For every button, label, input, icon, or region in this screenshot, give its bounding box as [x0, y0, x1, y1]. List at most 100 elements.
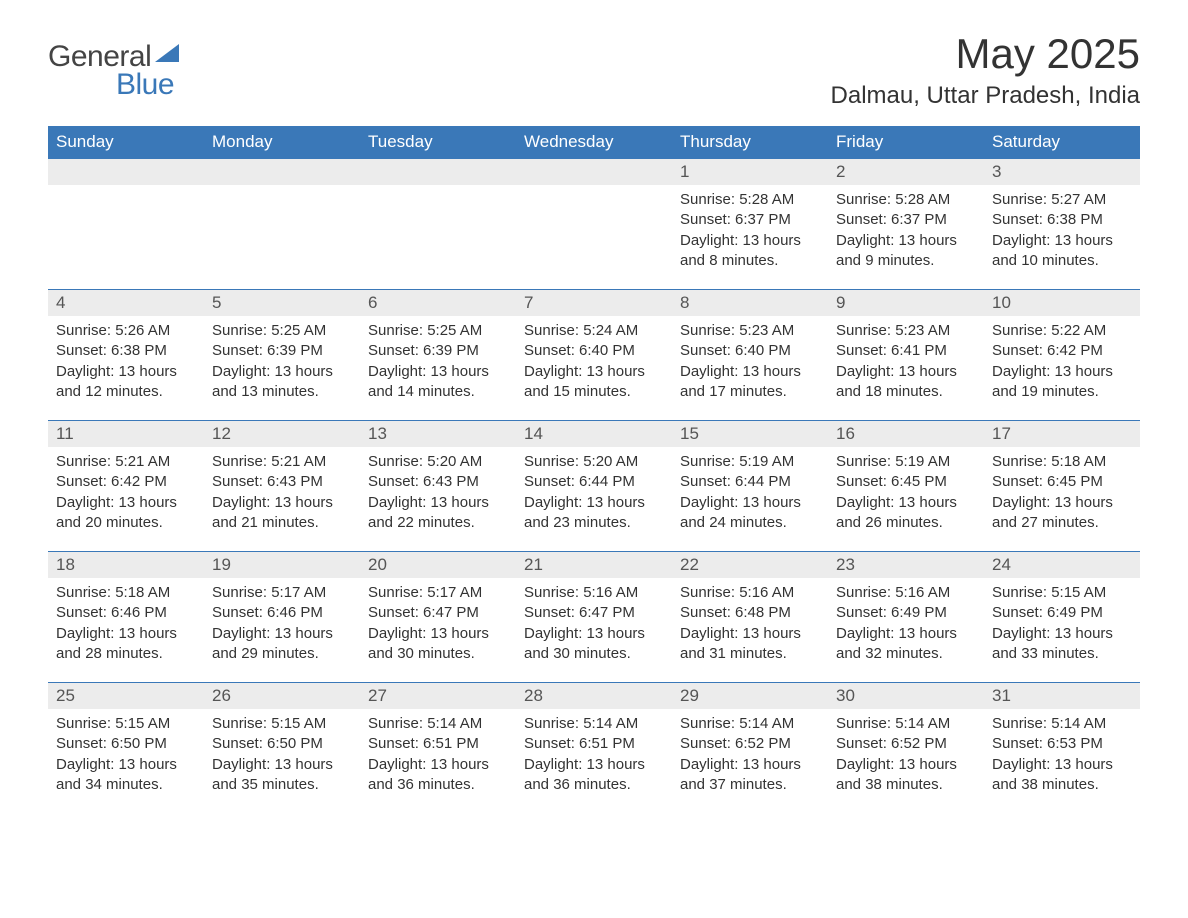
daylight-line: Daylight: 13 hours and 27 minutes.: [992, 493, 1132, 534]
daynum-row: 45678910: [48, 290, 1140, 316]
day-number: [48, 159, 204, 185]
sunset-line: Sunset: 6:40 PM: [680, 341, 820, 361]
weekday-header: Friday: [828, 127, 984, 158]
daynum-row: 123: [48, 159, 1140, 185]
daybody-row: Sunrise: 5:15 AMSunset: 6:50 PMDaylight:…: [48, 709, 1140, 813]
day-number: 16: [828, 421, 984, 447]
day-cell: Sunrise: 5:19 AMSunset: 6:45 PMDaylight:…: [828, 447, 984, 551]
sunset-line: Sunset: 6:47 PM: [524, 603, 664, 623]
day-number: 23: [828, 552, 984, 578]
day-number: 6: [360, 290, 516, 316]
sunrise-line: Sunrise: 5:19 AM: [836, 452, 976, 472]
day-cell: Sunrise: 5:28 AMSunset: 6:37 PMDaylight:…: [672, 185, 828, 289]
day-number: 5: [204, 290, 360, 316]
day-number: 1: [672, 159, 828, 185]
day-cell: Sunrise: 5:21 AMSunset: 6:43 PMDaylight:…: [204, 447, 360, 551]
day-cell: Sunrise: 5:18 AMSunset: 6:45 PMDaylight:…: [984, 447, 1140, 551]
daylight-line: Daylight: 13 hours and 12 minutes.: [56, 362, 196, 403]
day-number: 20: [360, 552, 516, 578]
sunrise-line: Sunrise: 5:28 AM: [680, 190, 820, 210]
weekday-header: Saturday: [984, 127, 1140, 158]
sunset-line: Sunset: 6:53 PM: [992, 734, 1132, 754]
sunrise-line: Sunrise: 5:15 AM: [56, 714, 196, 734]
sunset-line: Sunset: 6:38 PM: [56, 341, 196, 361]
day-number: 22: [672, 552, 828, 578]
day-cell: Sunrise: 5:28 AMSunset: 6:37 PMDaylight:…: [828, 185, 984, 289]
sunrise-line: Sunrise: 5:16 AM: [836, 583, 976, 603]
daylight-line: Daylight: 13 hours and 17 minutes.: [680, 362, 820, 403]
sunrise-line: Sunrise: 5:18 AM: [992, 452, 1132, 472]
day-number: 29: [672, 683, 828, 709]
calendar: SundayMondayTuesdayWednesdayThursdayFrid…: [48, 126, 1140, 813]
daybody-row: Sunrise: 5:18 AMSunset: 6:46 PMDaylight:…: [48, 578, 1140, 682]
sunrise-line: Sunrise: 5:23 AM: [836, 321, 976, 341]
day-cell: Sunrise: 5:20 AMSunset: 6:44 PMDaylight:…: [516, 447, 672, 551]
sunrise-line: Sunrise: 5:21 AM: [212, 452, 352, 472]
sunrise-line: Sunrise: 5:19 AM: [680, 452, 820, 472]
daylight-line: Daylight: 13 hours and 22 minutes.: [368, 493, 508, 534]
daybody-row: Sunrise: 5:28 AMSunset: 6:37 PMDaylight:…: [48, 185, 1140, 289]
day-cell: Sunrise: 5:21 AMSunset: 6:42 PMDaylight:…: [48, 447, 204, 551]
sunset-line: Sunset: 6:44 PM: [680, 472, 820, 492]
day-cell: Sunrise: 5:17 AMSunset: 6:47 PMDaylight:…: [360, 578, 516, 682]
location: Dalmau, Uttar Pradesh, India: [831, 82, 1140, 110]
day-number: 27: [360, 683, 516, 709]
daylight-line: Daylight: 13 hours and 24 minutes.: [680, 493, 820, 534]
day-cell: [516, 185, 672, 289]
daylight-line: Daylight: 13 hours and 33 minutes.: [992, 624, 1132, 665]
day-number: 14: [516, 421, 672, 447]
daylight-line: Daylight: 13 hours and 20 minutes.: [56, 493, 196, 534]
sunrise-line: Sunrise: 5:27 AM: [992, 190, 1132, 210]
day-number: [360, 159, 516, 185]
sunset-line: Sunset: 6:52 PM: [680, 734, 820, 754]
sunset-line: Sunset: 6:42 PM: [992, 341, 1132, 361]
sunrise-line: Sunrise: 5:24 AM: [524, 321, 664, 341]
weekday-header: Sunday: [48, 127, 204, 158]
day-cell: Sunrise: 5:23 AMSunset: 6:40 PMDaylight:…: [672, 316, 828, 420]
sunrise-line: Sunrise: 5:14 AM: [524, 714, 664, 734]
sunset-line: Sunset: 6:41 PM: [836, 341, 976, 361]
daylight-line: Daylight: 13 hours and 32 minutes.: [836, 624, 976, 665]
header: General Blue May 2025 Dalmau, Uttar Prad…: [48, 30, 1140, 110]
day-number: 11: [48, 421, 204, 447]
day-cell: Sunrise: 5:26 AMSunset: 6:38 PMDaylight:…: [48, 316, 204, 420]
sunset-line: Sunset: 6:40 PM: [524, 341, 664, 361]
sunset-line: Sunset: 6:43 PM: [368, 472, 508, 492]
daylight-line: Daylight: 13 hours and 29 minutes.: [212, 624, 352, 665]
day-number: 30: [828, 683, 984, 709]
sunset-line: Sunset: 6:38 PM: [992, 210, 1132, 230]
sunrise-line: Sunrise: 5:15 AM: [212, 714, 352, 734]
sunset-line: Sunset: 6:51 PM: [368, 734, 508, 754]
weekday-row: SundayMondayTuesdayWednesdayThursdayFrid…: [48, 126, 1140, 158]
day-cell: Sunrise: 5:25 AMSunset: 6:39 PMDaylight:…: [360, 316, 516, 420]
sunset-line: Sunset: 6:47 PM: [368, 603, 508, 623]
day-number: 3: [984, 159, 1140, 185]
sunset-line: Sunset: 6:45 PM: [836, 472, 976, 492]
title-block: May 2025 Dalmau, Uttar Pradesh, India: [831, 30, 1140, 110]
day-cell: Sunrise: 5:25 AMSunset: 6:39 PMDaylight:…: [204, 316, 360, 420]
sunset-line: Sunset: 6:45 PM: [992, 472, 1132, 492]
sunrise-line: Sunrise: 5:14 AM: [680, 714, 820, 734]
daynum-row: 18192021222324: [48, 552, 1140, 578]
weekday-header: Thursday: [672, 127, 828, 158]
day-number: 2: [828, 159, 984, 185]
daylight-line: Daylight: 13 hours and 13 minutes.: [212, 362, 352, 403]
sunrise-line: Sunrise: 5:25 AM: [368, 321, 508, 341]
week-row: 25262728293031Sunrise: 5:15 AMSunset: 6:…: [48, 682, 1140, 813]
day-number: 10: [984, 290, 1140, 316]
sunrise-line: Sunrise: 5:14 AM: [836, 714, 976, 734]
sunrise-line: Sunrise: 5:21 AM: [56, 452, 196, 472]
sunrise-line: Sunrise: 5:14 AM: [992, 714, 1132, 734]
day-cell: Sunrise: 5:23 AMSunset: 6:41 PMDaylight:…: [828, 316, 984, 420]
daylight-line: Daylight: 13 hours and 36 minutes.: [524, 755, 664, 796]
sunrise-line: Sunrise: 5:23 AM: [680, 321, 820, 341]
week-row: 18192021222324Sunrise: 5:18 AMSunset: 6:…: [48, 551, 1140, 682]
day-number: 9: [828, 290, 984, 316]
sunset-line: Sunset: 6:39 PM: [368, 341, 508, 361]
day-cell: Sunrise: 5:14 AMSunset: 6:53 PMDaylight:…: [984, 709, 1140, 813]
sunset-line: Sunset: 6:39 PM: [212, 341, 352, 361]
daybody-row: Sunrise: 5:26 AMSunset: 6:38 PMDaylight:…: [48, 316, 1140, 420]
month-title: May 2025: [831, 30, 1140, 78]
day-number: 31: [984, 683, 1140, 709]
sunset-line: Sunset: 6:50 PM: [212, 734, 352, 754]
